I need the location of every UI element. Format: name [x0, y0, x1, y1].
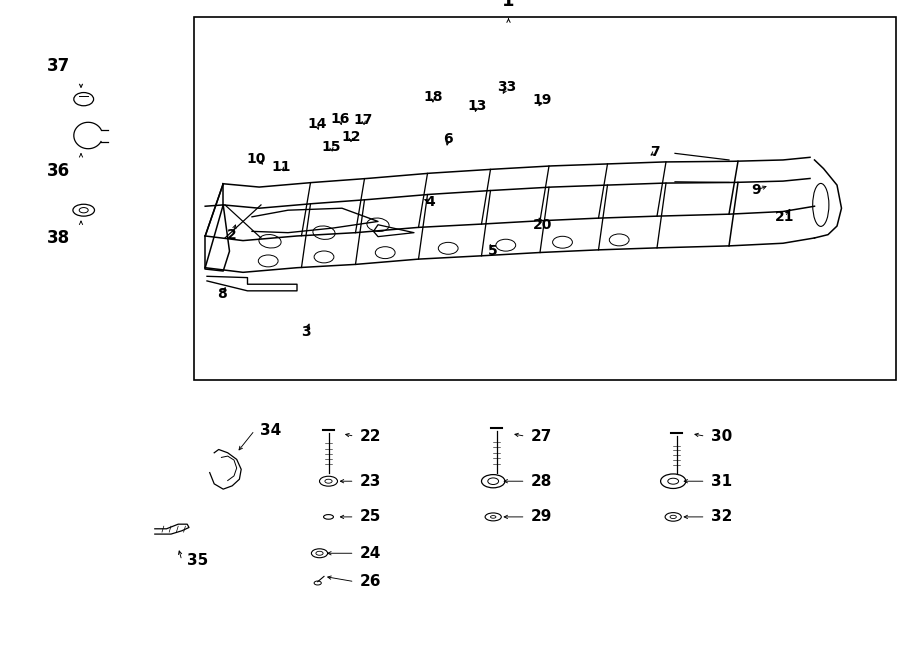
Text: 38: 38 — [47, 229, 70, 247]
Ellipse shape — [813, 183, 829, 226]
Text: 19: 19 — [532, 93, 552, 108]
Text: 6: 6 — [444, 132, 453, 146]
Text: 30: 30 — [711, 429, 733, 444]
Text: 33: 33 — [497, 80, 517, 95]
Text: 11: 11 — [271, 159, 291, 174]
Text: 34: 34 — [260, 423, 282, 438]
Text: 4: 4 — [426, 194, 435, 209]
Text: 24: 24 — [360, 546, 382, 561]
Text: 14: 14 — [307, 117, 327, 132]
Text: 25: 25 — [360, 510, 382, 524]
Text: 26: 26 — [360, 574, 382, 589]
Ellipse shape — [258, 255, 278, 267]
Text: 17: 17 — [354, 113, 373, 128]
Text: 32: 32 — [711, 510, 733, 524]
Text: 37: 37 — [47, 57, 70, 75]
Text: 5: 5 — [489, 244, 498, 258]
Text: 1: 1 — [502, 0, 515, 10]
Text: 31: 31 — [711, 474, 732, 488]
Text: 21: 21 — [775, 210, 795, 224]
Ellipse shape — [609, 234, 629, 246]
Bar — [194, 17, 896, 380]
Text: 2: 2 — [228, 227, 237, 242]
Ellipse shape — [375, 247, 395, 258]
Text: 20: 20 — [533, 217, 553, 232]
Ellipse shape — [553, 236, 572, 248]
Text: 18: 18 — [423, 89, 443, 104]
Text: 3: 3 — [302, 325, 310, 339]
Text: 29: 29 — [531, 510, 553, 524]
Text: 27: 27 — [531, 429, 553, 444]
Ellipse shape — [438, 243, 458, 254]
Text: 7: 7 — [651, 145, 660, 159]
Ellipse shape — [314, 251, 334, 263]
Text: 22: 22 — [360, 429, 382, 444]
Ellipse shape — [496, 239, 516, 251]
Text: 13: 13 — [467, 98, 487, 113]
Text: 35: 35 — [187, 553, 209, 568]
Text: 12: 12 — [341, 130, 361, 144]
Text: 10: 10 — [247, 151, 266, 166]
Text: 36: 36 — [47, 161, 70, 180]
Text: 28: 28 — [531, 474, 553, 488]
Text: 23: 23 — [360, 474, 382, 488]
Text: 15: 15 — [321, 139, 341, 154]
Text: 8: 8 — [218, 287, 227, 301]
Text: 16: 16 — [330, 112, 350, 126]
Text: 9: 9 — [752, 183, 760, 198]
